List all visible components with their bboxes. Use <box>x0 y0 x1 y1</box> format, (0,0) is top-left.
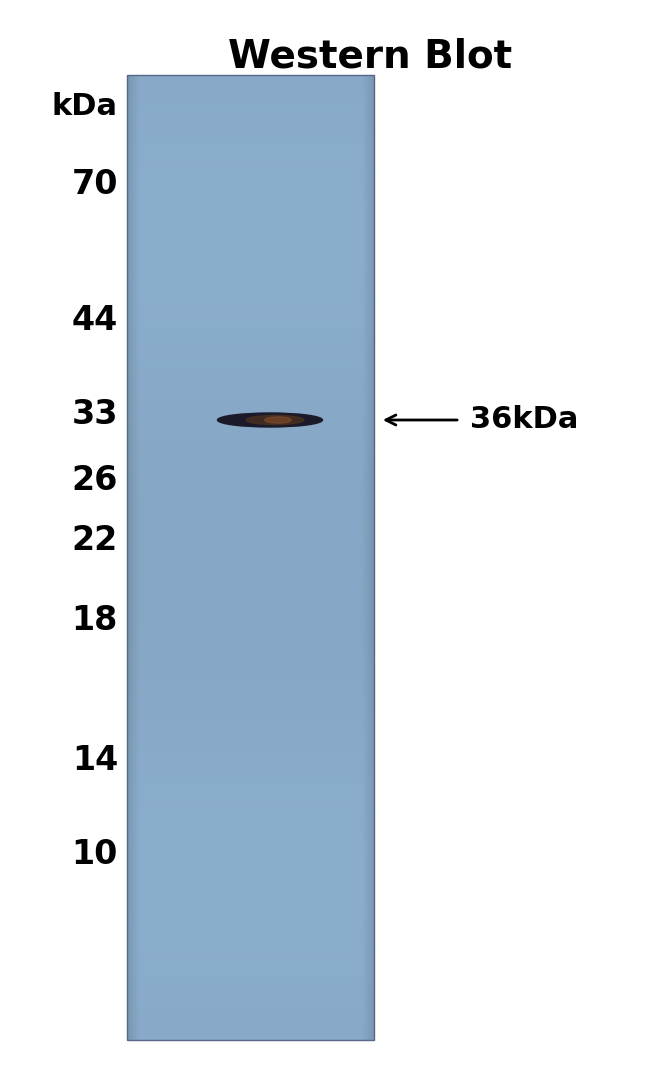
Text: 10: 10 <box>72 839 118 871</box>
Text: Western Blot: Western Blot <box>228 38 512 76</box>
Ellipse shape <box>218 412 322 426</box>
Text: 14: 14 <box>72 743 118 777</box>
Ellipse shape <box>246 416 304 424</box>
Text: 44: 44 <box>72 304 118 336</box>
Ellipse shape <box>265 417 291 423</box>
Text: 18: 18 <box>72 603 118 637</box>
Text: kDa: kDa <box>52 92 118 121</box>
Text: 36kDa: 36kDa <box>470 406 578 434</box>
Bar <box>127 75 374 1040</box>
Text: 22: 22 <box>72 523 118 557</box>
Text: 33: 33 <box>72 398 118 432</box>
Text: 70: 70 <box>72 168 118 201</box>
Text: 26: 26 <box>72 463 118 496</box>
